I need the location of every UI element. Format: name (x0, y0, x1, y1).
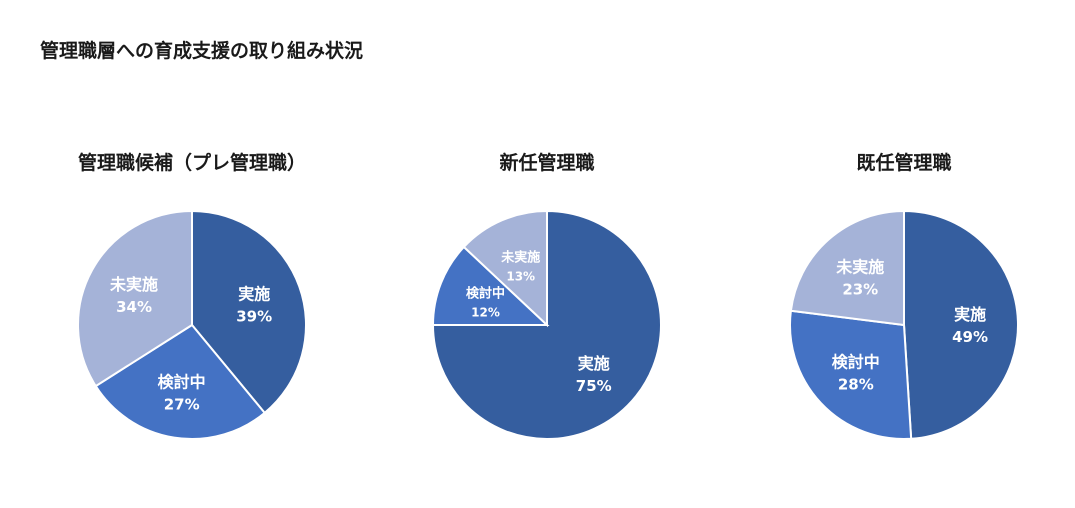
slice-category-label: 実施 (238, 285, 270, 304)
slice-category-label: 検討中 (466, 286, 505, 302)
pie-slice (431, 209, 662, 440)
pie-slice (789, 209, 905, 327)
pie-panel-pre-manager: 管理職候補（プレ管理職） 実施 39% 検討中 27% 未実施 34% (42, 140, 342, 470)
pie-panel-existing-manager: 既任管理職 実施 49% 検討中 28% 未実施 23% (754, 140, 1054, 470)
slice-value-label: 23% (842, 280, 878, 298)
pie-slice (431, 245, 550, 326)
slice-category-label: 未実施 (109, 275, 158, 294)
page-title: 管理職層への育成支援の取り組み状況 (40, 40, 364, 62)
slice-value-label: 28% (838, 375, 874, 393)
pie-chart-existing-manager: 実施 49% 検討中 28% 未実施 23% (789, 209, 1019, 440)
slice-value-label: 75% (576, 377, 612, 395)
pie-chart-new-manager: 実施 75% 検討中 12% 未実施 13% (431, 209, 662, 440)
pie-slice (462, 209, 548, 328)
slice-category-label: 検討中 (158, 372, 206, 391)
pie-title: 新任管理職 (499, 152, 595, 174)
pie-slice (903, 209, 1019, 440)
slice-category-label: 実施 (954, 305, 986, 324)
slice-category-label: 実施 (578, 354, 610, 373)
slice-value-label: 27% (164, 395, 200, 413)
slice-value-label: 39% (236, 308, 272, 326)
slice-category-label: 未実施 (500, 249, 540, 265)
pie-slice (77, 209, 193, 388)
pie-chart-pre-manager: 実施 39% 検討中 27% 未実施 34% (77, 209, 307, 440)
slice-value-label: 13% (506, 269, 535, 283)
slice-value-label: 12% (471, 306, 500, 320)
slice-category-label: 未実施 (835, 257, 884, 276)
pie-slice (191, 209, 307, 415)
slice-value-label: 34% (116, 298, 152, 316)
pie-slice (94, 323, 267, 440)
pie-panel-new-manager: 新任管理職 実施 75% 検討中 12% 未実施 13% (397, 140, 697, 470)
slice-category-label: 検討中 (832, 352, 880, 371)
slice-value-label: 49% (952, 328, 988, 346)
pie-title: 管理職候補（プレ管理職） (77, 152, 306, 174)
pie-slice (789, 309, 913, 440)
pie-title: 既任管理職 (856, 152, 952, 174)
